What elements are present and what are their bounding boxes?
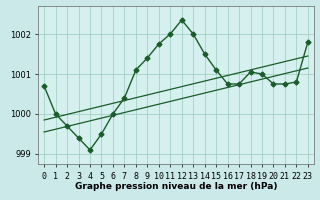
X-axis label: Graphe pression niveau de la mer (hPa): Graphe pression niveau de la mer (hPa) xyxy=(75,182,277,191)
